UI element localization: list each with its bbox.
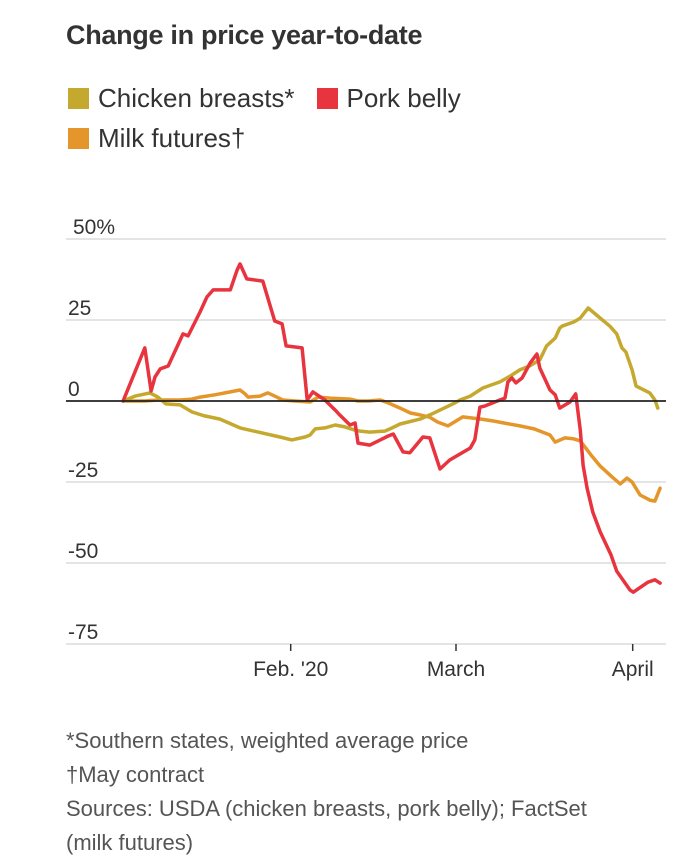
legend-item-pork: Pork belly bbox=[316, 82, 461, 114]
chart-title: Change in price year-to-date bbox=[66, 20, 423, 50]
legend-swatch-pork bbox=[316, 87, 338, 109]
x-tick-label: Feb. '20 bbox=[253, 658, 328, 681]
legend-label-pork: Pork belly bbox=[346, 82, 461, 113]
legend: Chicken breasts* Pork belly Milk futures… bbox=[68, 78, 588, 158]
y-tick-label: 0 bbox=[68, 378, 80, 401]
legend-swatch-milk bbox=[68, 127, 89, 149]
footnotes: *Southern states, weighted average price… bbox=[66, 724, 686, 860]
series-line-chicken-breasts bbox=[121, 306, 660, 442]
y-tick-label: 25 bbox=[68, 297, 91, 320]
footnote-milk: †May contract bbox=[66, 762, 205, 787]
legend-label-chicken: Chicken breasts* bbox=[98, 82, 295, 113]
y-tick-label: 50% bbox=[73, 216, 115, 239]
chart-area: 50% 25 0 -25 -50 -75 Feb. '20 March April bbox=[0, 200, 700, 700]
legend-swatch-chicken bbox=[68, 87, 89, 109]
series-line-milk-futures bbox=[121, 388, 662, 503]
legend-item-milk: Milk futures† bbox=[68, 123, 245, 154]
legend-item-chicken: Chicken breasts* bbox=[68, 83, 295, 114]
x-tick-label: April bbox=[612, 658, 654, 681]
legend-label-milk: Milk futures† bbox=[98, 122, 246, 153]
y-tick-label: -75 bbox=[68, 621, 98, 644]
series-line-pork-belly bbox=[121, 262, 662, 594]
x-tick-label: March bbox=[427, 658, 485, 681]
y-tick-label: -50 bbox=[68, 540, 98, 563]
footnote-chicken: *Southern states, weighted average price bbox=[66, 728, 469, 753]
sources-line-2: (milk futures) bbox=[66, 830, 194, 855]
y-tick-label: -25 bbox=[68, 459, 98, 482]
sources-line-1: Sources: USDA (chicken breasts, pork bel… bbox=[66, 796, 587, 821]
line-chart: 50% 25 0 -25 -50 -75 Feb. '20 March April bbox=[66, 216, 666, 681]
